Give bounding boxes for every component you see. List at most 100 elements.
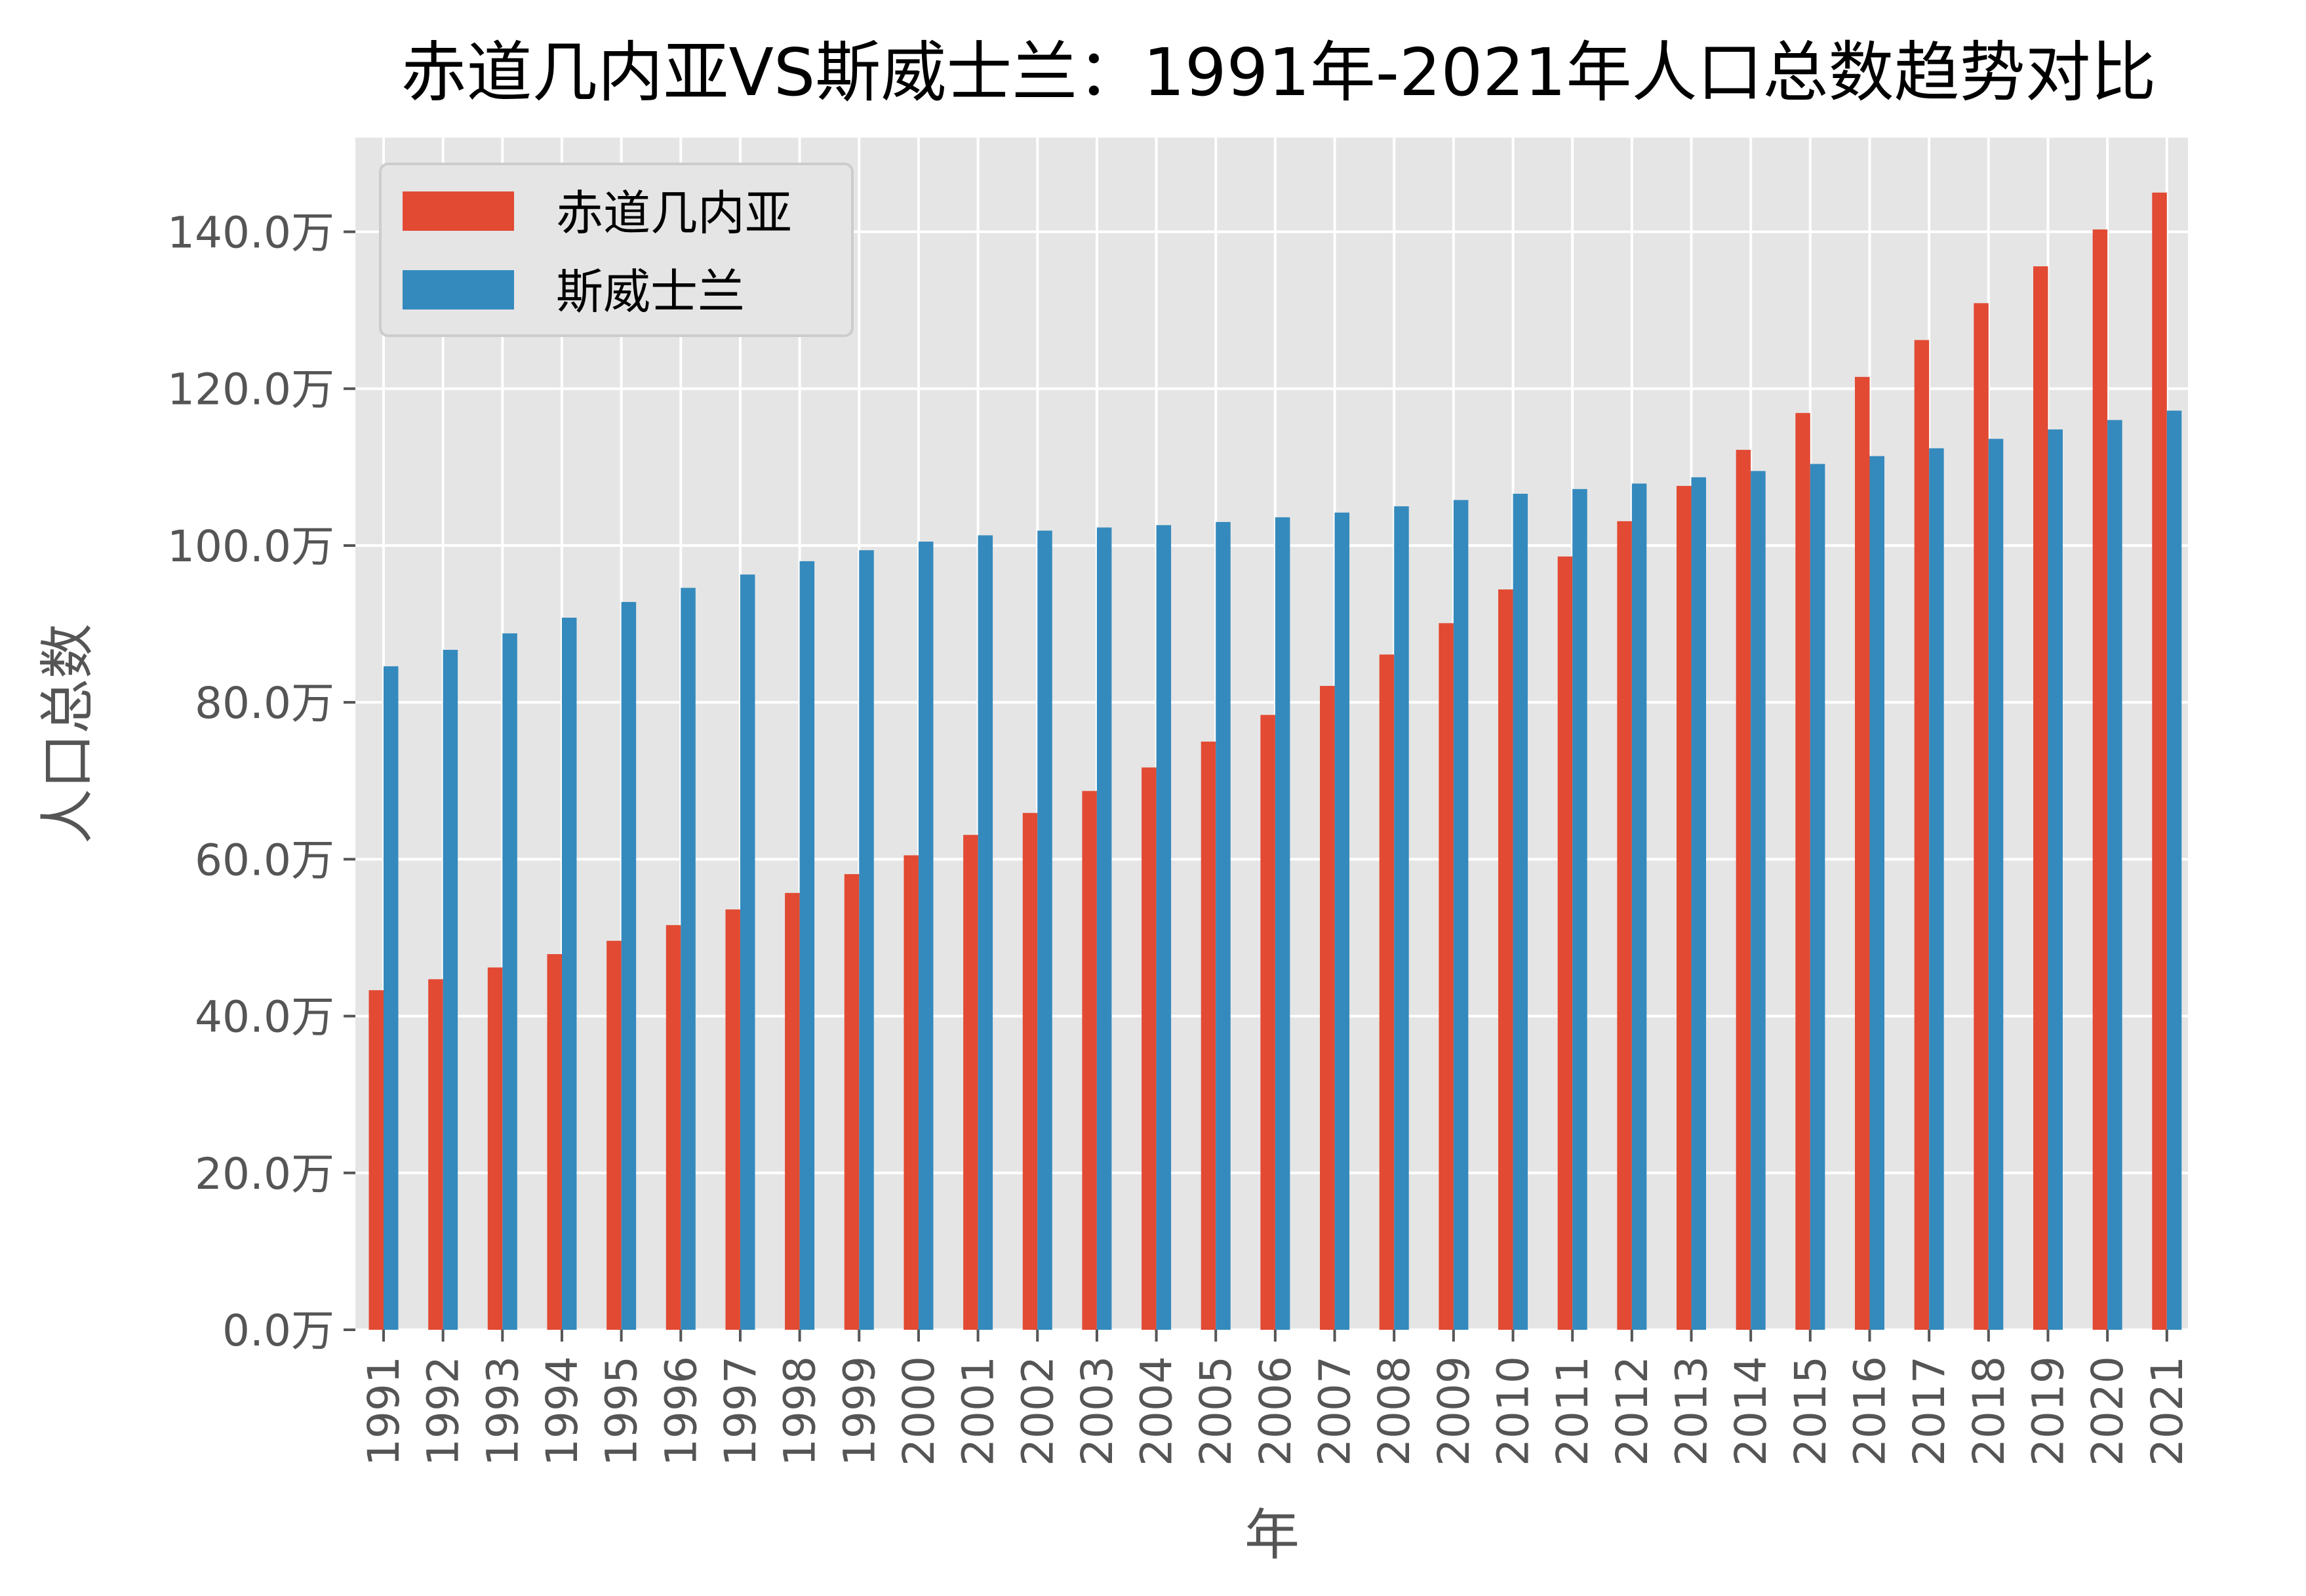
bar-eswatini (2048, 429, 2063, 1330)
bar-equatorial-guinea (1498, 589, 1513, 1330)
bar-eswatini (978, 535, 993, 1330)
bar-eswatini (859, 550, 874, 1330)
bar-eswatini (681, 588, 696, 1330)
bar-equatorial-guinea (785, 892, 800, 1330)
bar-eswatini (1929, 448, 1944, 1330)
bar-equatorial-guinea (844, 874, 860, 1330)
bar-eswatini (1156, 525, 1172, 1330)
bar-eswatini (1037, 530, 1052, 1330)
bar-equatorial-guinea (1974, 303, 1989, 1330)
bar-equatorial-guinea (1617, 521, 1632, 1330)
legend-label-eswatini: 斯威士兰 (556, 264, 745, 319)
x-axis-label: 年 (1244, 1503, 1300, 1567)
y-tick-label: 60.0万 (195, 835, 334, 885)
x-tick-label: 1997 (715, 1356, 766, 1466)
bar-equatorial-guinea (1379, 654, 1395, 1330)
bar-equatorial-guinea (487, 967, 503, 1330)
bar-equatorial-guinea (1022, 812, 1038, 1330)
axes: 0.0万 20.0万 40.0万 60.0万 80.0万 100.0万 120.0万 140.… (167, 208, 2193, 1466)
bar-eswatini (1751, 471, 1766, 1330)
y-tick-label: 40.0万 (195, 992, 334, 1043)
x-tick-label: 1991 (359, 1356, 409, 1466)
bar-eswatini (1096, 527, 1112, 1330)
bar-eswatini (561, 617, 577, 1330)
bar-eswatini (1513, 494, 1528, 1330)
x-tick-label: 2008 (1369, 1356, 1420, 1466)
x-tick-label: 1995 (597, 1356, 647, 1466)
legend: 赤道几内亚 斯威士兰 (379, 163, 854, 337)
bar-eswatini (502, 633, 517, 1330)
bar-equatorial-guinea (1260, 715, 1275, 1330)
bar-equatorial-guinea (1855, 376, 1870, 1330)
x-tick-label: 2005 (1191, 1356, 1241, 1466)
x-tick-label: 2011 (1547, 1356, 1598, 1466)
bar-eswatini (1810, 464, 1825, 1330)
bars (368, 192, 2182, 1330)
x-tick-label: 2013 (1667, 1356, 1717, 1466)
legend-swatch-equatorial-guinea (403, 191, 514, 231)
bar-equatorial-guinea (1320, 686, 1335, 1330)
bar-eswatini (1275, 517, 1290, 1330)
bar-eswatini (1394, 506, 1409, 1330)
bar-eswatini (1572, 489, 1587, 1330)
x-tick-label: 1996 (656, 1356, 706, 1466)
bar-eswatini (918, 541, 934, 1330)
x-tick-label: 2010 (1488, 1356, 1539, 1466)
x-tick-label: 2003 (1072, 1356, 1123, 1466)
x-tick-label: 2019 (2023, 1356, 2073, 1466)
y-tick-label: 80.0万 (195, 678, 334, 728)
bar-eswatini (2166, 410, 2182, 1330)
bar-eswatini (1453, 500, 1469, 1330)
bar-equatorial-guinea (2092, 229, 2108, 1330)
bar-equatorial-guinea (904, 855, 919, 1330)
legend-swatch-eswatini (403, 270, 514, 309)
y-tick-label: 20.0万 (195, 1149, 334, 1199)
bar-eswatini (799, 561, 815, 1330)
y-tick-label: 140.0万 (167, 208, 334, 258)
x-tick-label: 2002 (1012, 1356, 1063, 1466)
bar-equatorial-guinea (606, 940, 622, 1330)
bar-equatorial-guinea (547, 954, 562, 1330)
y-tick-label: 100.0万 (167, 521, 334, 572)
bar-eswatini (384, 666, 399, 1330)
x-tick-label: 1998 (775, 1356, 825, 1466)
bar-eswatini (1334, 512, 1350, 1330)
bar-equatorial-guinea (2152, 192, 2167, 1330)
x-tick-label: 2001 (953, 1356, 1004, 1466)
bar-eswatini (1988, 439, 2004, 1330)
bar-eswatini (1216, 522, 1231, 1330)
x-tick-label: 2006 (1250, 1356, 1301, 1466)
bar-equatorial-guinea (1142, 767, 1157, 1330)
bar-eswatini (1631, 483, 1647, 1330)
bar-eswatini (740, 574, 755, 1330)
x-tick-label: 1994 (537, 1356, 587, 1466)
bar-equatorial-guinea (725, 909, 740, 1330)
bar-equatorial-guinea (1201, 741, 1216, 1330)
bar-equatorial-guinea (1736, 450, 1751, 1330)
bar-equatorial-guinea (666, 925, 681, 1330)
bar-eswatini (1869, 456, 1884, 1330)
bar-equatorial-guinea (1557, 556, 1573, 1330)
bar-equatorial-guinea (1439, 623, 1454, 1330)
y-tick-label: 0.0万 (222, 1306, 334, 1356)
x-tick-label: 1992 (418, 1356, 469, 1466)
bar-equatorial-guinea (1914, 340, 1930, 1330)
bar-equatorial-guinea (428, 979, 443, 1330)
x-tick-label: 2018 (1964, 1356, 2014, 1466)
bar-eswatini (2107, 420, 2122, 1330)
x-tick-label: 2007 (1310, 1356, 1361, 1466)
bar-equatorial-guinea (963, 835, 978, 1330)
bar-eswatini (621, 602, 637, 1330)
y-tick-label: 120.0万 (167, 365, 334, 415)
chart-title: 赤道几内亚VS斯威士兰：1991年-2021年人口总数趋势对比 (401, 34, 2157, 111)
x-tick-label: 2020 (2082, 1356, 2133, 1466)
x-tick-label: 2012 (1607, 1356, 1658, 1466)
bar-equatorial-guinea (1677, 486, 1692, 1330)
legend-label-equatorial-guinea: 赤道几内亚 (556, 186, 792, 241)
x-tick-label: 2021 (2142, 1356, 2193, 1466)
x-tick-label: 1993 (477, 1356, 528, 1466)
x-tick-label: 2016 (1845, 1356, 1896, 1466)
x-tick-label: 2017 (1904, 1356, 1955, 1466)
